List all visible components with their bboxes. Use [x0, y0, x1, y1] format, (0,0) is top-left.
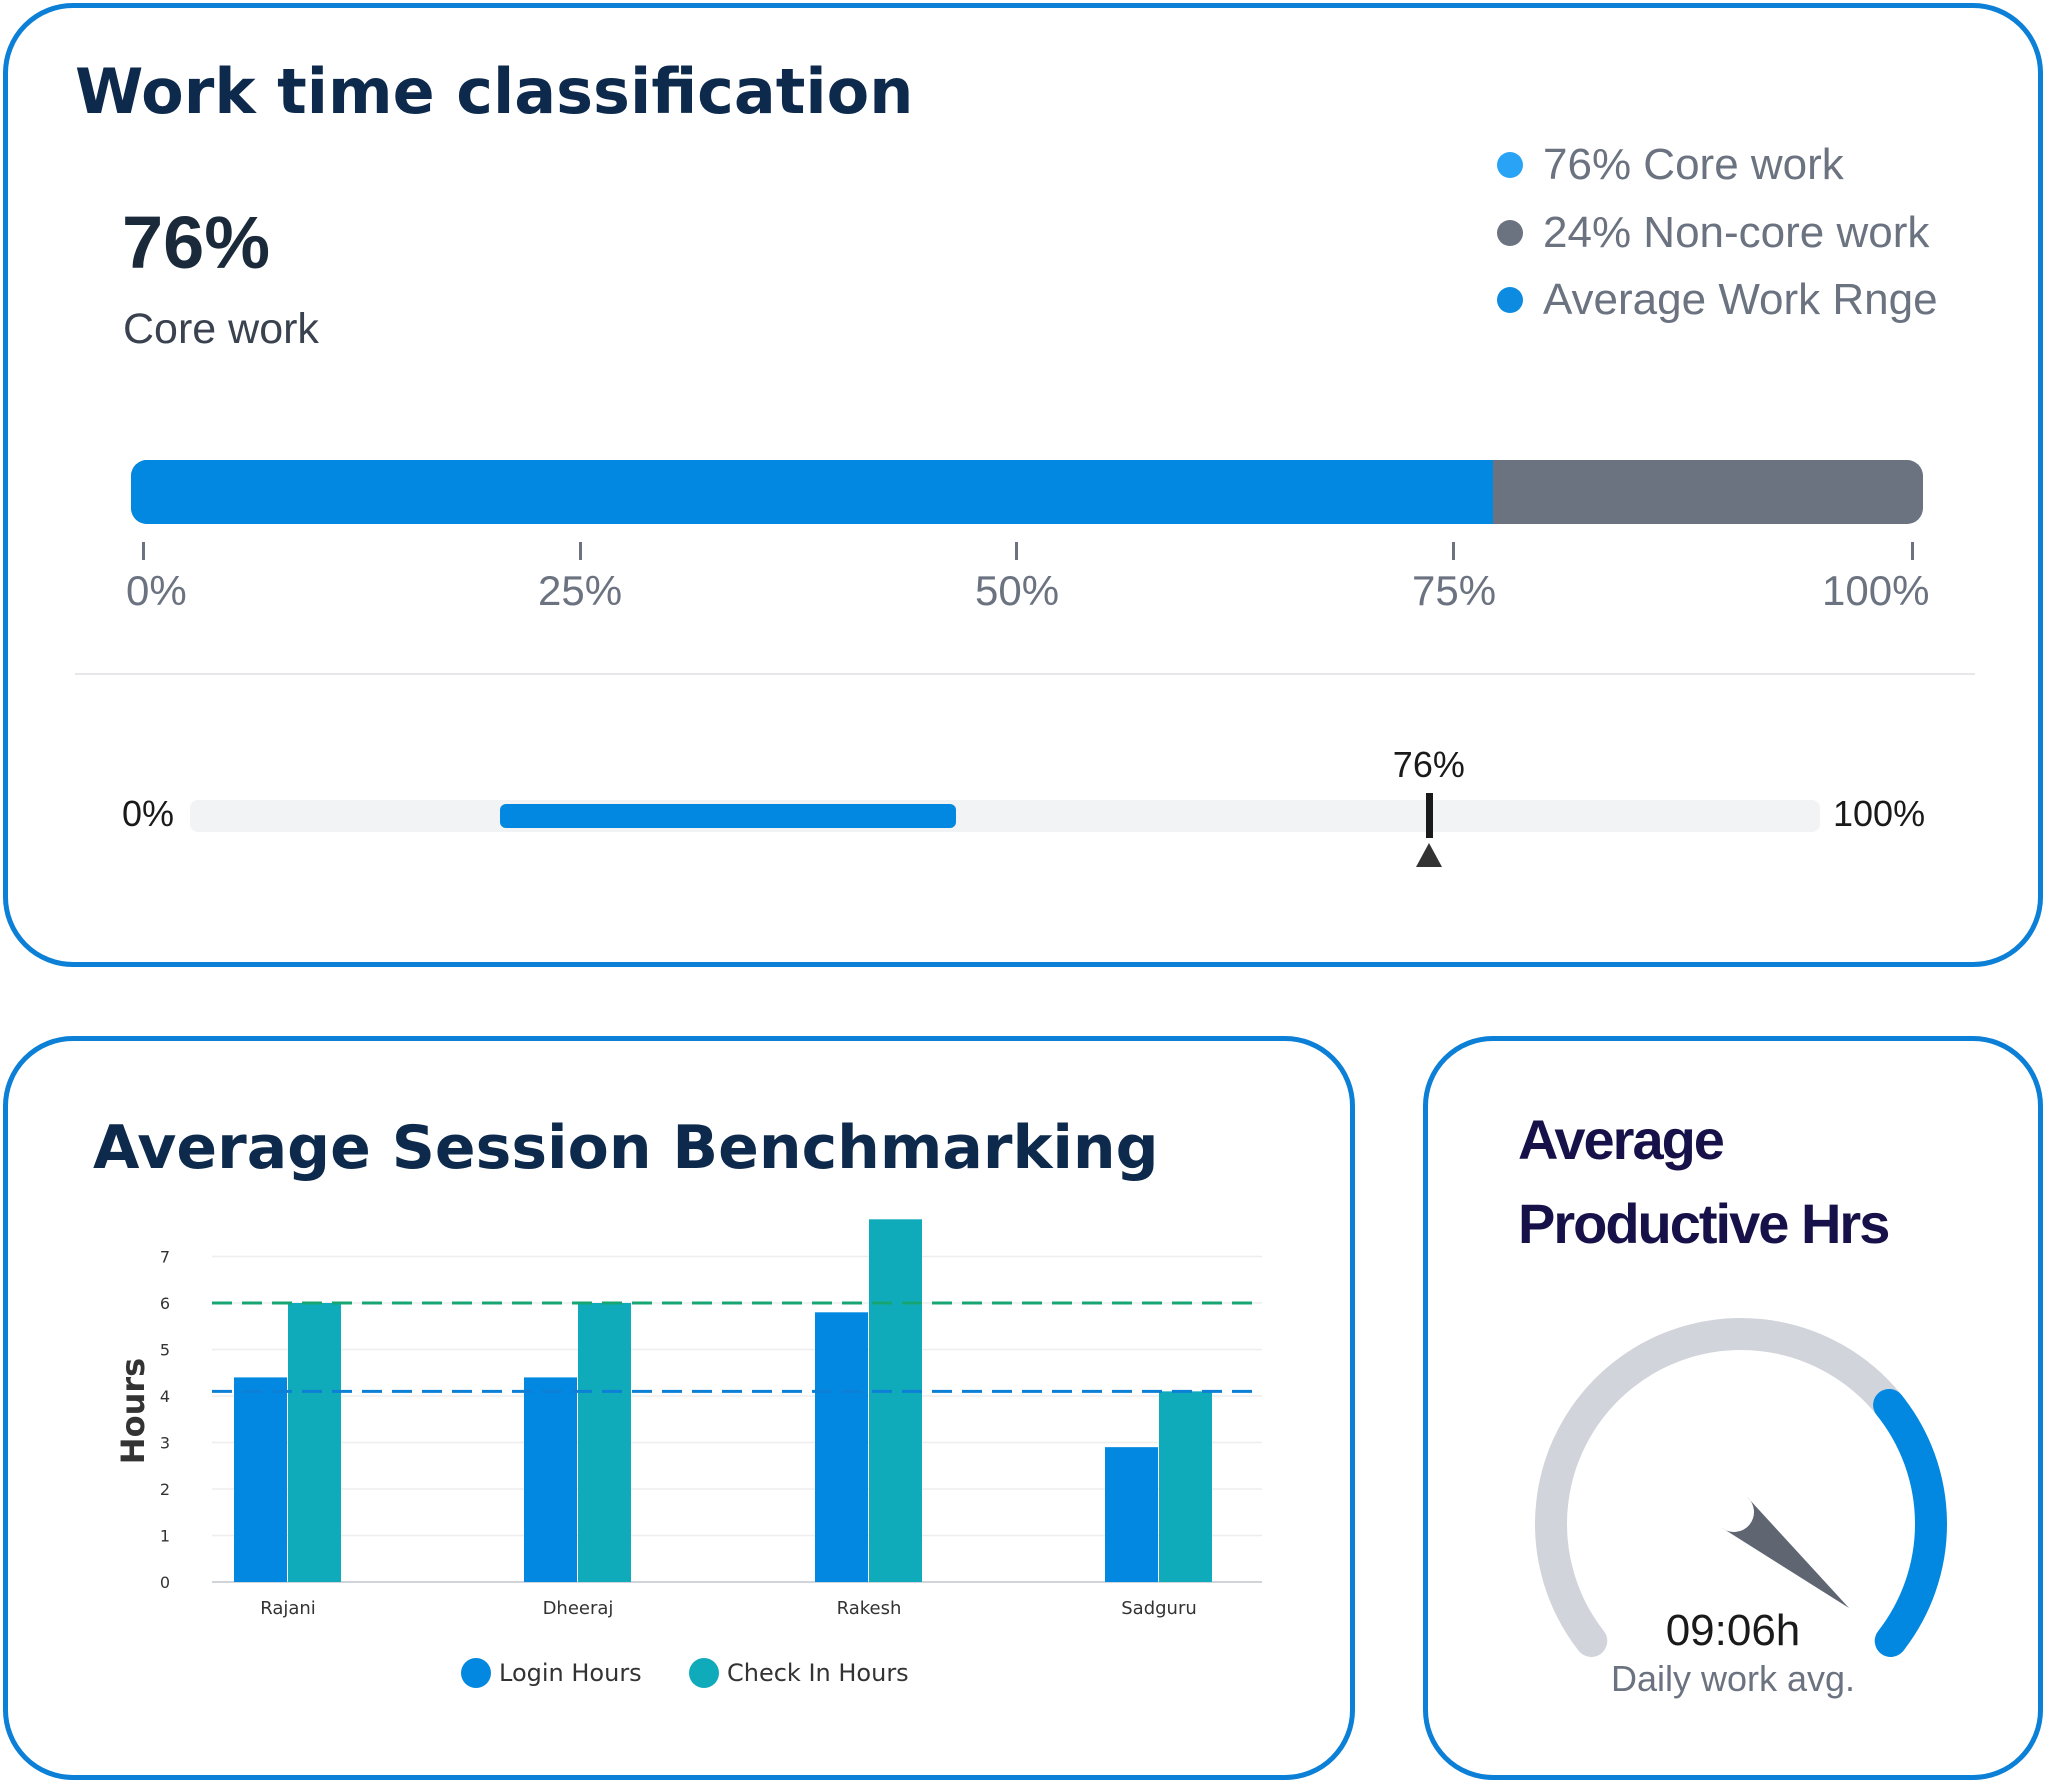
- x-tick-label: Dheeraj: [543, 1598, 614, 1619]
- current-marker-line: [1425, 793, 1433, 838]
- core-work-percent: 76%: [122, 201, 271, 284]
- scale-label-25: 25%: [538, 567, 623, 614]
- productive-hours-caption: Daily work avg.: [1610, 1658, 1856, 1699]
- legend-dot-login: [461, 1658, 491, 1688]
- legend-dot-average: [1497, 287, 1523, 313]
- legend-dot-checkin: [689, 1658, 719, 1688]
- session-benchmark-card: [3, 1036, 1355, 1780]
- average-range-fill: [499, 804, 957, 828]
- legend-average-range: Average Work Rnge: [1497, 275, 1938, 325]
- productive-title-line1: Average: [1518, 1108, 1725, 1171]
- legend-non-core-work: 24% Non-core work: [1497, 208, 1929, 258]
- bar-checkin-rajani[interactable]: [288, 1303, 341, 1582]
- scale-tick-0: [142, 542, 145, 560]
- scale-tick-50: [1015, 542, 1018, 560]
- range-max-label: 100%: [1833, 793, 1926, 834]
- gauge-track: [1534, 1318, 1906, 1657]
- y-tick-label: 5: [160, 1341, 170, 1360]
- gauge-needle-hub: [1725, 1503, 1743, 1521]
- y-tick-label: 2: [160, 1480, 170, 1499]
- y-axis-title: Hours: [114, 1358, 152, 1464]
- legend-checkin-hours[interactable]: Check In Hours: [689, 1658, 909, 1688]
- bar-checkin-rakesh[interactable]: [869, 1219, 922, 1582]
- y-tick-label: 0: [160, 1573, 170, 1592]
- scale-label-0: 0%: [126, 567, 187, 614]
- legend-dot-core: [1497, 152, 1523, 178]
- gauge-needle-icon: [1721, 1496, 1849, 1608]
- productive-hours-value: 09:06h: [1665, 1606, 1801, 1655]
- x-tick-label: Rakesh: [837, 1598, 902, 1619]
- legend-label-login: Login Hours: [499, 1659, 642, 1687]
- bar-login-rajani[interactable]: [234, 1377, 287, 1582]
- productive-hours-title: Average Productive Hrs: [1518, 1098, 1890, 1266]
- section-divider: [75, 673, 1975, 675]
- y-tick-label: 6: [160, 1294, 170, 1313]
- current-marker-label: 76%: [1392, 744, 1465, 785]
- average-range-track: [190, 800, 1820, 832]
- current-marker-pointer-icon: [1415, 843, 1442, 867]
- legend-label-noncore: 24% Non-core work: [1543, 208, 1930, 257]
- core-work-label: Core work: [123, 305, 319, 353]
- scale-label-100: 100%: [1822, 567, 1930, 614]
- productive-hours-card: [1423, 1036, 2043, 1780]
- legend-login-hours[interactable]: Login Hours: [461, 1658, 642, 1688]
- bar-login-sadguru[interactable]: [1105, 1447, 1158, 1582]
- work-time-title: Work time classification: [75, 55, 914, 128]
- benchmark-bar-chart: Hours 0 1 2 3 4 5 6 7 Rajani Dheeraj Rakesh Sadguru: [114, 1219, 1262, 1619]
- gauge-fill: [1873, 1388, 1947, 1657]
- y-tick-label: 3: [160, 1434, 170, 1453]
- legend-label-core: 76% Core work: [1543, 140, 1844, 189]
- benchmark-title: Average Session Benchmarking: [93, 1113, 1159, 1183]
- productive-hours-gauge: [1534, 1318, 1947, 1657]
- legend-label-checkin: Check In Hours: [727, 1659, 909, 1687]
- legend-label-average: Average Work Rnge: [1543, 275, 1938, 324]
- work-split-bar: [131, 460, 1923, 524]
- scale-label-75: 75%: [1412, 567, 1497, 614]
- scale-tick-75: [1452, 542, 1455, 560]
- bar-login-rakesh[interactable]: [815, 1312, 868, 1582]
- y-tick-label: 4: [160, 1387, 170, 1406]
- y-tick-label: 1: [160, 1527, 170, 1546]
- scale-label-50: 50%: [975, 567, 1060, 614]
- scale-tick-100: [1911, 542, 1914, 560]
- range-min-label: 0%: [122, 793, 175, 834]
- productive-title-line2: Productive Hrs: [1518, 1192, 1890, 1255]
- y-tick-label: 7: [160, 1248, 170, 1267]
- bar-checkin-dheeraj[interactable]: [578, 1303, 631, 1582]
- core-work-bar-fill: [131, 460, 1493, 524]
- x-tick-label: Sadguru: [1121, 1598, 1197, 1619]
- bar-login-dheeraj[interactable]: [524, 1377, 577, 1582]
- bar-checkin-sadguru[interactable]: [1159, 1391, 1212, 1582]
- scale-tick-25: [579, 542, 582, 560]
- legend-dot-noncore: [1497, 220, 1523, 246]
- legend-core-work: 76% Core work: [1497, 140, 1844, 190]
- x-tick-label: Rajani: [260, 1598, 316, 1619]
